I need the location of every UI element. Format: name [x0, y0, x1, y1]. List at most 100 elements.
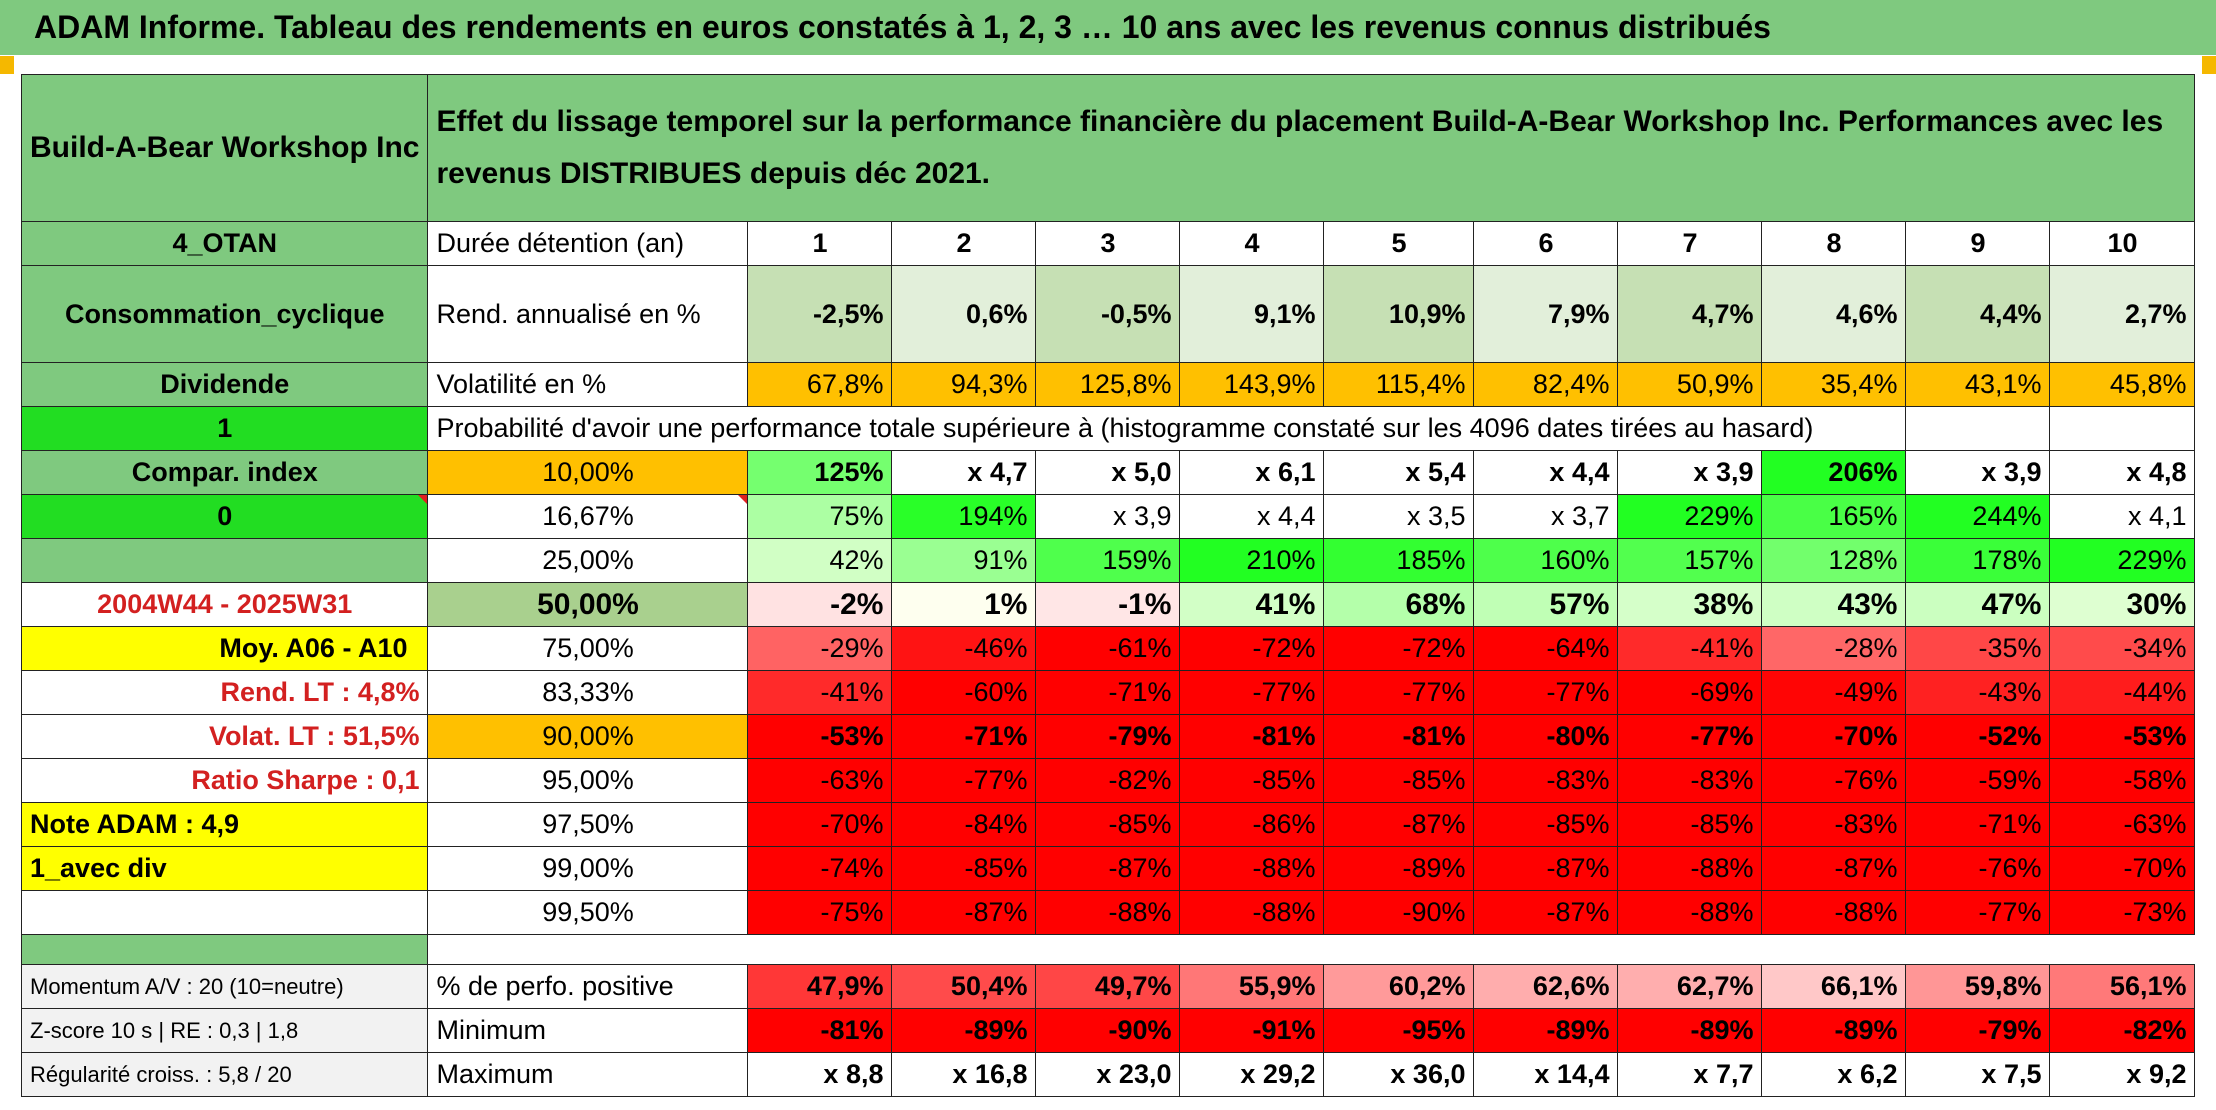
probability-value: -88% [1617, 846, 1763, 891]
maximum-value: x 6,2 [1761, 1052, 1907, 1097]
average-label: Moy. A06 - A10 [20, 626, 429, 671]
company-name: Build-A-Bear Workshop Inc [20, 74, 429, 222]
positive-perf-value: 60,2% [1323, 964, 1475, 1009]
volatility-value: 125,8% [1035, 362, 1181, 407]
probability-value: -76% [1761, 758, 1907, 803]
probability-value: -72% [1179, 626, 1325, 671]
probability-value: x 5,0 [1035, 450, 1181, 495]
maximum-value: x 9,2 [2049, 1052, 2196, 1097]
report-title: ADAM Informe. Tableau des rendements en … [34, 9, 1771, 45]
momentum-label: Momentum A/V : 20 (10=neutre) [20, 964, 429, 1009]
probability-value: -74% [747, 846, 893, 891]
probability-value: -58% [2049, 758, 2196, 803]
probability-value: -82% [1035, 758, 1181, 803]
probability-value: 160% [1473, 538, 1619, 583]
duration-label: Durée détention (an) [427, 221, 749, 266]
probability-value: -59% [1905, 758, 2051, 803]
probability-value: -87% [891, 890, 1037, 935]
year-header: 10 [2049, 221, 2196, 266]
probability-value: -88% [1179, 890, 1325, 935]
threshold-percent: 16,67% [427, 494, 749, 539]
volatility-value: 43,1% [1905, 362, 2051, 407]
threshold-percent: 25,00% [427, 538, 749, 583]
probability-value: -77% [1179, 670, 1325, 715]
probability-value: 194% [891, 494, 1037, 539]
threshold-percent: 95,00% [427, 758, 749, 803]
volatility-label: Volatilité en % [427, 362, 749, 407]
probability-value: -83% [1617, 758, 1763, 803]
threshold-percent: 99,50% [427, 890, 749, 935]
maximum-value: x 23,0 [1035, 1052, 1181, 1097]
probability-value: -29% [747, 626, 893, 671]
volatility-value: 45,8% [2049, 362, 2196, 407]
probability-value: -41% [747, 670, 893, 715]
probability-value: -81% [1323, 714, 1475, 759]
threshold-percent: 83,33% [427, 670, 749, 715]
dividend-value: 1 [20, 406, 429, 451]
maximum-value: x 7,7 [1617, 1052, 1763, 1097]
probability-value: x 3,7 [1473, 494, 1619, 539]
probability-value: -72% [1323, 626, 1475, 671]
probability-value: 125% [747, 450, 893, 495]
year-header: 6 [1473, 221, 1619, 266]
probability-value: -85% [1473, 802, 1619, 847]
probability-value: x 3,9 [1905, 450, 2051, 495]
positive-perf-value: 62,7% [1617, 964, 1763, 1009]
probability-value: -88% [1035, 890, 1181, 935]
separator-cell [20, 934, 429, 965]
probability-value: -63% [747, 758, 893, 803]
maximum-value: x 7,5 [1905, 1052, 2051, 1097]
annual-return-value: 10,9% [1323, 265, 1475, 363]
annual-return-value: 4,6% [1761, 265, 1907, 363]
probability-value: -80% [1473, 714, 1619, 759]
minimum-value: -89% [891, 1008, 1037, 1053]
probability-value: 75% [747, 494, 893, 539]
annual-return-label: Rend. annualisé en % [427, 265, 749, 363]
probability-value: 159% [1035, 538, 1181, 583]
probability-value: 43% [1761, 582, 1907, 627]
probability-value: -70% [2049, 846, 2196, 891]
minimum-value: -89% [1761, 1008, 1907, 1053]
positive-perf-value: 66,1% [1761, 964, 1907, 1009]
corner-marker [2202, 56, 2216, 74]
year-header: 4 [1179, 221, 1325, 266]
probability-value: -89% [1323, 846, 1475, 891]
probability-value: -87% [1473, 890, 1619, 935]
probability-value: 47% [1905, 582, 2051, 627]
probability-value: 165% [1761, 494, 1907, 539]
probability-value: -85% [1035, 802, 1181, 847]
probability-value: 128% [1761, 538, 1907, 583]
report-title-bar: ADAM Informe. Tableau des rendements en … [0, 0, 2216, 55]
probability-value: 68% [1323, 582, 1475, 627]
probability-value: x 3,9 [1617, 450, 1763, 495]
probability-value: -70% [747, 802, 893, 847]
minimum-value: -90% [1035, 1008, 1181, 1053]
threshold-percent: 99,00% [427, 846, 749, 891]
probability-value: -71% [891, 714, 1037, 759]
probability-value: -77% [891, 758, 1037, 803]
probability-value: -87% [1035, 846, 1181, 891]
zscore-label: Z-score 10 s | RE : 0,3 | 1,8 [20, 1008, 429, 1053]
probability-value: -83% [1473, 758, 1619, 803]
probability-value: 41% [1179, 582, 1325, 627]
maximum-value: x 16,8 [891, 1052, 1037, 1097]
annual-return-value: 9,1% [1179, 265, 1325, 363]
probability-value: -71% [1905, 802, 2051, 847]
regularity-label: Régularité croiss. : 5,8 / 20 [20, 1052, 429, 1097]
probability-value: -73% [2049, 890, 2196, 935]
probability-value: 91% [891, 538, 1037, 583]
probability-value: -53% [2049, 714, 2196, 759]
volatility-value: 115,4% [1323, 362, 1475, 407]
threshold-percent: 50,00% [427, 582, 749, 627]
probability-value: 178% [1905, 538, 2051, 583]
probability-value: -41% [1617, 626, 1763, 671]
probability-value: -61% [1035, 626, 1181, 671]
volatility-value: 94,3% [891, 362, 1037, 407]
volatility-value: 143,9% [1179, 362, 1325, 407]
probability-value: -88% [1761, 890, 1907, 935]
period-label: 2004W44 - 2025W31 [20, 582, 429, 627]
probability-value: 244% [1905, 494, 2051, 539]
separator-cell [427, 934, 2195, 965]
probability-value: -83% [1761, 802, 1907, 847]
positive-perf-value: 47,9% [747, 964, 893, 1009]
